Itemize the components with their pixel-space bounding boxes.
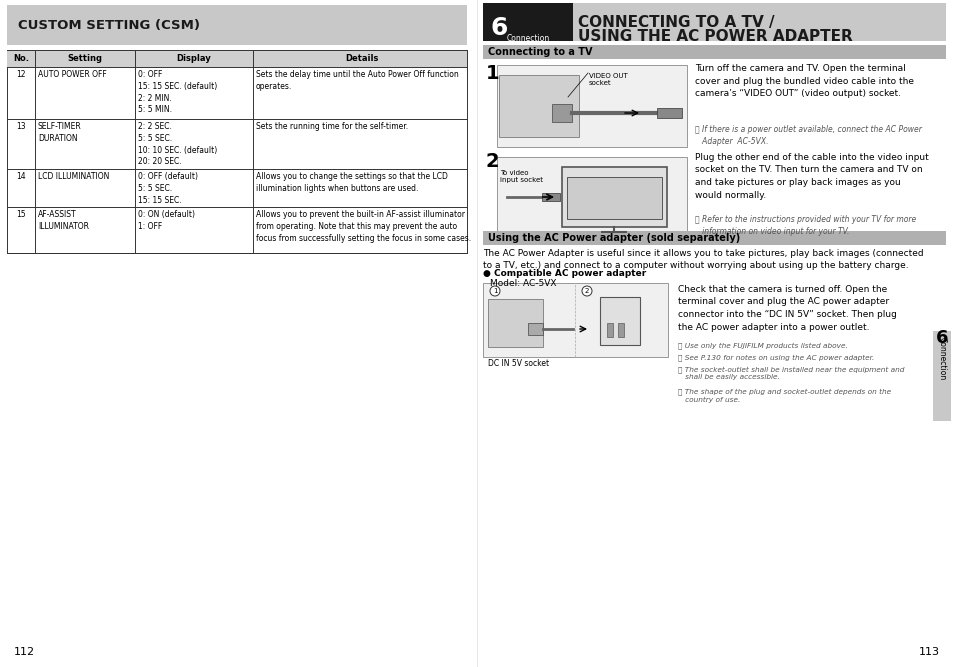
Bar	[527, 323, 542, 335]
Bar	[566, 177, 661, 219]
Text: 0: OFF
15: 15 SEC. (default)
2: 2 MIN.
5: 5 MIN.: 0: OFF 15: 15 SEC. (default) 2: 2 MIN. 5…	[138, 70, 217, 115]
Text: 0: ON (default)
1: OFF: 0: ON (default) 1: OFF	[138, 210, 194, 231]
Text: No.: No.	[13, 54, 29, 63]
Text: VIDEO OUT
socket: VIDEO OUT socket	[588, 73, 627, 86]
Text: 2: 2	[485, 152, 499, 171]
Text: AF-ASSIST
ILLUMINATOR: AF-ASSIST ILLUMINATOR	[38, 210, 89, 231]
Text: CUSTOM SETTING (CSM): CUSTOM SETTING (CSM)	[18, 19, 200, 33]
Text: Setting: Setting	[68, 54, 102, 63]
Text: ⓘ Use only the FUJIFILM products listed above.: ⓘ Use only the FUJIFILM products listed …	[678, 342, 847, 349]
Bar	[7, 5, 467, 45]
Text: 15: 15	[16, 210, 26, 219]
Circle shape	[490, 286, 499, 296]
Text: Model: AC-5VX: Model: AC-5VX	[490, 279, 556, 288]
Bar	[932, 331, 950, 421]
Text: LCD ILLUMINATION: LCD ILLUMINATION	[38, 172, 110, 181]
Text: USING THE AC POWER ADAPTER: USING THE AC POWER ADAPTER	[578, 29, 852, 44]
Bar	[552, 104, 572, 122]
Text: ● Compatible AC power adapter: ● Compatible AC power adapter	[482, 269, 645, 278]
Text: ⓘ The socket-outlet shall be installed near the equipment and
   shall be easily: ⓘ The socket-outlet shall be installed n…	[678, 366, 903, 380]
Text: Using the AC Power adapter (sold separately): Using the AC Power adapter (sold separat…	[488, 233, 740, 243]
Text: To video
input socket: To video input socket	[499, 170, 542, 183]
Text: Turn off the camera and TV. Open the terminal
cover and plug the bundled video c: Turn off the camera and TV. Open the ter…	[695, 64, 913, 98]
Text: ⓘ Refer to the instructions provided with your TV for more
   information on vid: ⓘ Refer to the instructions provided wit…	[695, 215, 915, 236]
Text: Sets the running time for the self-timer.: Sets the running time for the self-timer…	[255, 122, 408, 131]
Text: The AC Power Adapter is useful since it allows you to take pictures, play back i: The AC Power Adapter is useful since it …	[482, 249, 923, 271]
Text: AUTO POWER OFF: AUTO POWER OFF	[38, 70, 107, 79]
Bar	[488, 299, 542, 347]
Text: 14: 14	[16, 172, 26, 181]
Text: Connection: Connection	[506, 34, 550, 43]
Text: 6: 6	[491, 16, 508, 40]
Circle shape	[581, 286, 592, 296]
Text: Display: Display	[176, 54, 212, 63]
Bar	[482, 283, 667, 357]
Text: 13: 13	[16, 122, 26, 131]
Text: 1: 1	[493, 288, 497, 294]
Text: ⓘ The shape of the plug and socket-outlet depends on the
   country of use.: ⓘ The shape of the plug and socket-outle…	[678, 388, 890, 403]
Bar	[618, 323, 623, 337]
Text: 113: 113	[918, 647, 939, 657]
Bar	[482, 231, 945, 245]
Bar	[606, 323, 613, 337]
Bar	[541, 193, 559, 201]
Text: Allows you to prevent the built-in AF-assist illuminator
from operating. Note th: Allows you to prevent the built-in AF-as…	[255, 210, 471, 243]
Text: 6: 6	[935, 329, 947, 347]
Text: Details: Details	[345, 54, 378, 63]
Bar	[498, 75, 578, 137]
Text: ⓘ If there is a power outlet available, connect the AC Power
   Adapter  AC-5VX.: ⓘ If there is a power outlet available, …	[695, 125, 921, 146]
Text: 1: 1	[485, 64, 499, 83]
Text: 2: 2 SEC.
5: 5 SEC.
10: 10 SEC. (default)
20: 20 SEC.: 2: 2 SEC. 5: 5 SEC. 10: 10 SEC. (default…	[138, 122, 217, 166]
Bar	[7, 50, 467, 253]
Text: 0: OFF (default)
5: 5 SEC.
15: 15 SEC.: 0: OFF (default) 5: 5 SEC. 15: 15 SEC.	[138, 172, 198, 205]
Text: Check that the camera is turned off. Open the
terminal cover and plug the AC pow: Check that the camera is turned off. Ope…	[678, 285, 896, 331]
Text: Connection: Connection	[937, 337, 945, 380]
Text: Sets the delay time until the Auto Power Off function
operates.: Sets the delay time until the Auto Power…	[255, 70, 458, 91]
Bar	[482, 3, 573, 41]
Bar	[497, 157, 686, 235]
Text: CONNECTING TO A TV /: CONNECTING TO A TV /	[578, 15, 774, 30]
Text: 12: 12	[16, 70, 26, 79]
Text: 112: 112	[14, 647, 35, 657]
Bar	[482, 45, 945, 59]
Bar	[573, 3, 945, 41]
Bar	[7, 50, 467, 67]
Bar	[599, 297, 639, 345]
Text: DC IN 5V socket: DC IN 5V socket	[488, 359, 549, 368]
Text: SELF-TIMER
DURATION: SELF-TIMER DURATION	[38, 122, 82, 143]
Text: Allows you to change the settings so that the LCD
illumination lights when butto: Allows you to change the settings so tha…	[255, 172, 447, 193]
Text: Connecting to a TV: Connecting to a TV	[488, 47, 592, 57]
Text: ⓘ See P.130 for notes on using the AC power adapter.: ⓘ See P.130 for notes on using the AC po…	[678, 354, 874, 361]
Text: 2: 2	[584, 288, 589, 294]
Bar	[497, 65, 686, 147]
Text: Plug the other end of the cable into the video input
socket on the TV. Then turn: Plug the other end of the cable into the…	[695, 153, 928, 199]
Bar	[657, 108, 681, 118]
Bar	[561, 167, 666, 227]
